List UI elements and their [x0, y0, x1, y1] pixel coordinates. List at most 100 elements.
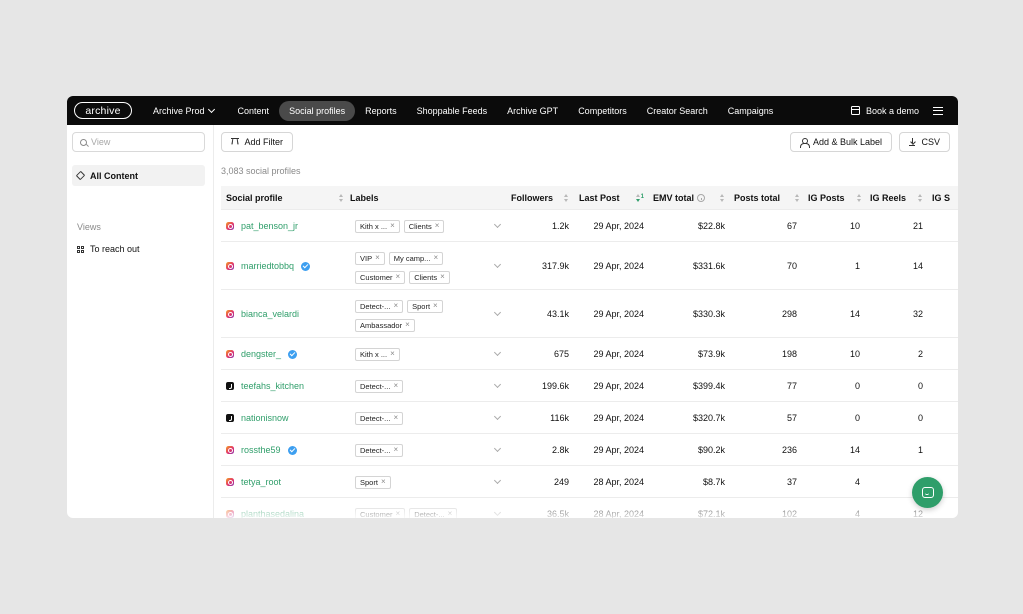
table-row[interactable]: dengster_ Kith x ... × 675 29 Apr, 2024 $73.9…	[221, 338, 958, 370]
labels-cell[interactable]: Sport ×	[355, 475, 490, 489]
hamburger-menu-icon[interactable]	[933, 106, 943, 115]
nav-social-profiles[interactable]: Social profiles	[279, 100, 356, 121]
remove-label-icon[interactable]: ×	[393, 301, 399, 310]
remove-label-icon[interactable]: ×	[390, 349, 395, 358]
bulk-label-label: Add & Bulk Label	[812, 137, 882, 147]
column-followers[interactable]: Followers	[511, 186, 569, 210]
labels-dropdown-chevron-icon[interactable]	[493, 260, 502, 269]
profile-handle[interactable]: nationisnow	[241, 413, 289, 423]
profile-handle[interactable]: rossthe59	[241, 445, 281, 455]
column-ig-reels[interactable]: IG Reels	[870, 186, 923, 210]
followers-cell: 1.2k	[551, 221, 569, 231]
labels-dropdown-chevron-icon[interactable]	[493, 308, 502, 317]
profile-handle[interactable]: pat_benson_jr	[241, 221, 299, 231]
posts-total-cell: 57	[786, 413, 797, 423]
remove-label-icon[interactable]: ×	[405, 320, 410, 329]
profile-cell[interactable]: bianca_velardi	[226, 290, 346, 338]
profile-cell[interactable]: dengster_	[226, 338, 346, 370]
book-demo-button[interactable]: Book a demo	[850, 106, 919, 116]
profile-handle[interactable]: bianca_velardi	[241, 309, 300, 319]
labels-cell[interactable]: Detect-... ×	[355, 411, 490, 425]
table-row[interactable]: tetya_root Sport × 249 28 Apr, 2024 $8.7k 37 4	[221, 466, 958, 498]
remove-label-icon[interactable]: ×	[375, 253, 380, 262]
remove-label-icon[interactable]: ×	[395, 272, 401, 281]
table-row[interactable]: nationisnow Detect-... × 116k 29 Apr, 2024 $3…	[221, 402, 958, 434]
labels-cell[interactable]: VIP × My camp... × Customer × Clients ×	[355, 251, 490, 284]
profile-cell[interactable]: rossthe59	[226, 434, 346, 466]
remove-label-icon[interactable]: ×	[440, 272, 445, 281]
labels-dropdown-chevron-icon[interactable]	[493, 220, 502, 229]
labels-dropdown-chevron-icon[interactable]	[493, 412, 502, 421]
nav-competitors[interactable]: Competitors	[578, 105, 627, 116]
add-filter-button[interactable]: Add Filter	[221, 132, 293, 152]
remove-label-icon[interactable]: ×	[434, 221, 440, 230]
table-row[interactable]: planthasedalina Customer × Detect-... × 36.5k…	[221, 498, 958, 518]
profile-cell[interactable]: tetya_root	[226, 466, 346, 498]
views-section-toggle[interactable]: Views	[77, 222, 101, 232]
labels-dropdown-chevron-icon[interactable]	[493, 508, 502, 517]
label-chip: My camp... ×	[388, 251, 444, 265]
labels-cell[interactable]: Customer × Detect-... ×	[355, 507, 490, 518]
profile-cell[interactable]: planthasedalina	[226, 498, 346, 518]
labels-cell[interactable]: Kith x ... ×	[355, 347, 490, 361]
table-row[interactable]: rossthe59 Detect-... × 2.8k 29 Apr, 2024 $90.…	[221, 434, 958, 466]
column-ig-posts[interactable]: IG Posts	[808, 186, 862, 210]
followers-cell: 675	[553, 349, 569, 359]
nav-creator-search[interactable]: Creator Search	[646, 105, 708, 116]
profile-cell[interactable]: marriedtobbq	[226, 242, 346, 290]
profile-handle[interactable]: planthasedalina	[241, 509, 305, 518]
view-search-input[interactable]	[91, 137, 191, 147]
chat-launcher-button[interactable]	[912, 477, 943, 508]
column-emv-total[interactable]: EMV total	[653, 186, 725, 210]
emv-cell: $399.4k	[692, 381, 725, 391]
profile-cell[interactable]: pat_benson_jr	[226, 210, 346, 242]
remove-label-icon[interactable]: ×	[380, 477, 386, 486]
sidebar-item-all-content[interactable]: All Content	[72, 165, 205, 186]
profile-handle[interactable]: dengster_	[241, 349, 282, 359]
nav-archive-gpt[interactable]: Archive GPT	[507, 105, 559, 116]
table-row[interactable]: marriedtobbq VIP × My camp... × Customer × Clie…	[221, 242, 958, 290]
profile-handle[interactable]: teefahs_kitchen	[241, 381, 305, 391]
profile-handle[interactable]: marriedtobbq	[241, 261, 295, 271]
table-row[interactable]: bianca_velardi Detect-... × Sport × Ambassado…	[221, 290, 958, 338]
remove-label-icon[interactable]: ×	[433, 253, 439, 262]
remove-label-icon[interactable]: ×	[447, 509, 453, 518]
table-row[interactable]: pat_benson_jr Kith x ... × Clients × 1.2k 29 A…	[221, 210, 958, 242]
labels-cell[interactable]: Detect-... × Sport × Ambassador ×	[355, 299, 490, 332]
labels-cell[interactable]: Detect-... ×	[355, 443, 490, 457]
labels-dropdown-chevron-icon[interactable]	[493, 444, 502, 453]
column-last-post[interactable]: Last Post 1	[579, 186, 644, 210]
add-bulk-label-button[interactable]: Add & Bulk Label	[790, 132, 892, 152]
remove-label-icon[interactable]: ×	[395, 509, 401, 518]
labels-cell[interactable]: Kith x ... × Clients ×	[355, 219, 490, 233]
last-post-cell: 29 Apr, 2024	[593, 349, 644, 359]
profile-handle[interactable]: tetya_root	[241, 477, 282, 487]
column-social-profile[interactable]: Social profile	[226, 186, 344, 210]
sidebar-item-to-reach-out[interactable]: To reach out	[77, 244, 140, 254]
labels-dropdown-chevron-icon[interactable]	[493, 476, 502, 485]
table-row[interactable]: teefahs_kitchen Detect-... × 199.6k 29 Apr, …	[221, 370, 958, 402]
nav-campaigns[interactable]: Campaigns	[727, 105, 774, 116]
labels-cell[interactable]: Detect-... ×	[355, 379, 490, 393]
archive-logo[interactable]: archive	[74, 102, 132, 119]
remove-label-icon[interactable]: ×	[393, 445, 399, 454]
label-chip: Detect-... ×	[355, 379, 404, 393]
remove-label-icon[interactable]: ×	[390, 221, 395, 230]
csv-export-button[interactable]: CSV	[899, 132, 950, 152]
labels-dropdown-chevron-icon[interactable]	[493, 380, 502, 389]
column-posts-total[interactable]: Posts total	[734, 186, 800, 210]
labels-dropdown-chevron-icon[interactable]	[493, 348, 502, 357]
column-ig-stories[interactable]: IG S	[932, 193, 951, 203]
nav-shoppable-feeds[interactable]: Shoppable Feeds	[416, 105, 488, 116]
info-icon[interactable]	[697, 194, 706, 202]
chevron-down-icon	[207, 105, 215, 113]
profile-cell[interactable]: nationisnow	[226, 402, 346, 434]
profile-cell[interactable]: teefahs_kitchen	[226, 370, 346, 402]
remove-label-icon[interactable]: ×	[393, 413, 399, 422]
remove-label-icon[interactable]: ×	[393, 381, 399, 390]
nav-reports[interactable]: Reports	[365, 105, 397, 116]
nav-content[interactable]: Content	[237, 105, 270, 116]
remove-label-icon[interactable]: ×	[433, 301, 438, 310]
column-labels[interactable]: Labels	[350, 193, 379, 203]
workspace-switcher[interactable]: Archive Prod	[143, 101, 224, 121]
